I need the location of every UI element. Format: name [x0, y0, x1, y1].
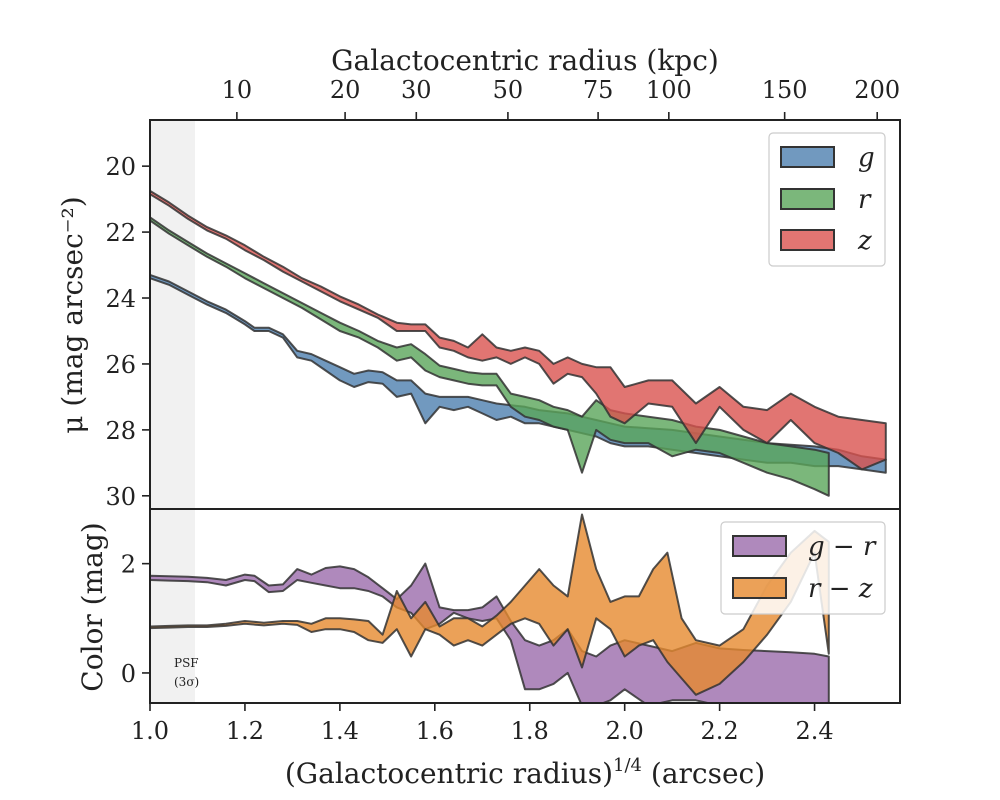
xtick-label-1: 1.2 [226, 717, 264, 745]
surface-brightness-bands [150, 189, 887, 497]
bottom-panel-frame [149, 508, 901, 704]
top-xtick-label-6: 150 [762, 76, 808, 104]
legend-swatch-z [780, 229, 835, 251]
top-xtick-label-2: 30 [401, 76, 432, 104]
legend-label-g: g [858, 143, 875, 173]
bottom-legend: g − r r − z [720, 521, 886, 615]
top-xtick-label-7: 200 [854, 76, 900, 104]
legend-label-r-minus-z: r − z [808, 574, 873, 604]
legend-swatch-r-minus-z [732, 577, 787, 599]
color-axis-title: Color (mag) [76, 522, 109, 691]
xtick-label-4: 1.8 [511, 717, 549, 745]
ytick-label-mu-1: 22 [105, 219, 136, 247]
top-xtick-label-1: 20 [330, 76, 361, 104]
psf-annotation-line1: PSF [174, 656, 199, 670]
legend-label-z: z [857, 226, 872, 256]
legend-label-g-minus-r: g − r [808, 532, 877, 562]
xtick-label-0: 1.0 [131, 717, 169, 745]
top-xtick-label-4: 75 [583, 76, 614, 104]
top-axis-title: Galactocentric radius (kpc) [331, 44, 719, 77]
ytick-label-color-1: 2 [121, 551, 136, 579]
top-xtick-label-3: 50 [493, 76, 524, 104]
ytick-label-mu-4: 28 [105, 417, 136, 445]
top-legend: g r z [768, 132, 886, 267]
xtick-label-6: 2.2 [701, 717, 739, 745]
band-z [150, 189, 887, 471]
ytick-label-mu-2: 24 [105, 285, 136, 313]
xtick-label-3: 1.6 [416, 717, 454, 745]
band-r-minus-z [150, 513, 830, 696]
ytick-label-mu-0: 20 [105, 153, 136, 181]
ytick-label-mu-3: 26 [105, 351, 136, 379]
ytick-label-color-0: 0 [121, 660, 136, 688]
top-xtick-label-5: 100 [646, 76, 692, 104]
color-bands [150, 513, 830, 703]
xtick-label-2: 1.4 [321, 717, 359, 745]
xtick-label-5: 2.0 [606, 717, 644, 745]
psf-annotation-line2: (3σ) [174, 675, 199, 689]
xtick-label-7: 2.4 [795, 717, 833, 745]
top-xtick-label-0: 10 [222, 76, 253, 104]
bottom-axis-title: (Galactocentric radius)1/4 (arcsec) [285, 755, 765, 790]
legend-label-r: r [858, 185, 872, 215]
psf-region-bottom [150, 509, 195, 703]
legend-swatch-g [780, 146, 835, 168]
legend-swatch-r [780, 188, 835, 210]
axis-ticks: 20 22 24 26 28 30 10 20 30 50 75 100 150 200 0 2 1.0 1.2 1… [105, 76, 900, 745]
band-g [150, 273, 887, 474]
legend-swatch-g-minus-r [732, 535, 787, 557]
band-g-minus-r [150, 562, 830, 703]
psf-region-top [150, 120, 195, 509]
band-r [150, 216, 830, 497]
ytick-label-mu-5: 30 [105, 483, 136, 511]
surface-brightness-axis-title: μ (mag arcsec⁻²) [56, 196, 89, 433]
